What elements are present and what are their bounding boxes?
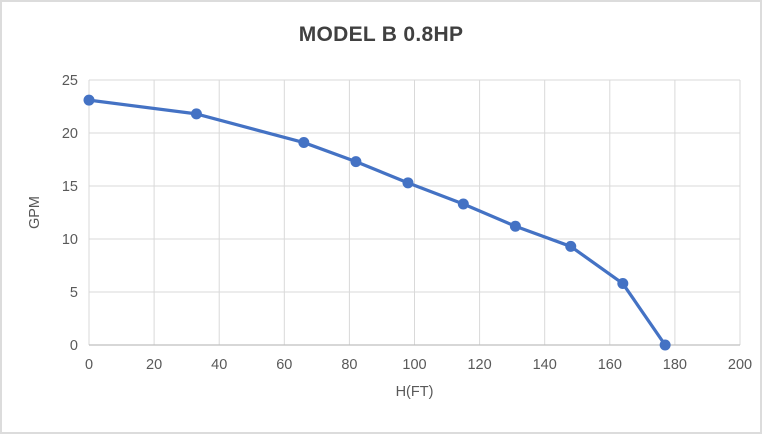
x-tick-label: 40 bbox=[211, 357, 227, 373]
data-point-marker bbox=[659, 339, 671, 351]
data-point-marker bbox=[617, 278, 629, 290]
x-tick-label: 200 bbox=[728, 357, 752, 373]
x-tick-label: 0 bbox=[85, 357, 93, 373]
data-point-marker bbox=[83, 94, 95, 106]
data-point-marker bbox=[190, 108, 202, 120]
series-line bbox=[87, 98, 667, 347]
x-tick-label: 60 bbox=[276, 357, 292, 373]
x-tick-label: 20 bbox=[146, 357, 162, 373]
x-tick-label: 100 bbox=[402, 357, 426, 373]
x-tick-label: 120 bbox=[467, 357, 491, 373]
x-tick-label: 160 bbox=[598, 357, 622, 373]
x-tick-label: 180 bbox=[663, 357, 687, 373]
data-point-marker bbox=[350, 156, 362, 168]
x-tick-label: 140 bbox=[533, 357, 557, 373]
y-axis-title: GPM bbox=[27, 196, 43, 229]
y-tick-label: 20 bbox=[62, 126, 78, 142]
x-tick-label: 80 bbox=[341, 357, 357, 373]
y-tick-label: 10 bbox=[62, 232, 78, 248]
x-axis-title: H(FT) bbox=[396, 384, 434, 400]
data-point-marker bbox=[565, 240, 577, 252]
data-point-marker bbox=[298, 137, 310, 149]
y-tick-label: 25 bbox=[62, 73, 78, 89]
data-point-marker bbox=[457, 198, 469, 210]
y-tick-label: 0 bbox=[70, 338, 78, 354]
data-point-marker bbox=[509, 220, 521, 232]
chart-title: MODEL B 0.8HP bbox=[298, 23, 464, 46]
y-tick-label: 5 bbox=[70, 285, 78, 301]
y-tick-label: 15 bbox=[62, 179, 78, 195]
data-point-marker bbox=[402, 177, 414, 189]
